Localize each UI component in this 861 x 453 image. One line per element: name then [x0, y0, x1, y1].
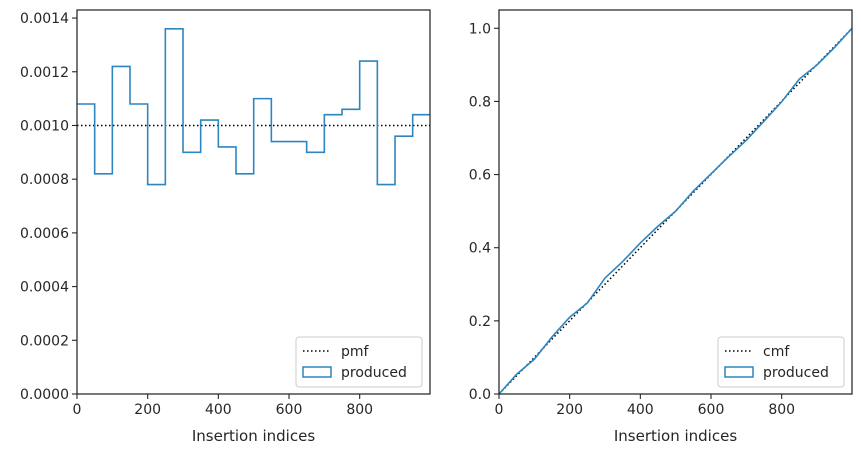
cmf-x-axis-title: Insertion indices — [614, 427, 737, 445]
pmf-y-tick-label: 0.0000 — [20, 387, 69, 403]
cmf-y-tick-label: 1.0 — [469, 21, 491, 37]
pmf-x-tick-label: 200 — [134, 402, 161, 418]
cmf-produced-line — [498, 27, 853, 395]
pmf-x-ticks: 0 200 400 600 800 — [73, 394, 373, 418]
cmf-y-tick-label: 0.6 — [469, 168, 491, 184]
cmf-panel: 0.0 0.2 0.4 0.6 0.8 1.0 0 200 400 600 800 Inserti… — [469, 9, 853, 445]
cmf-x-tick-label: 400 — [627, 402, 654, 418]
pmf-x-tick-label: 0 — [73, 402, 82, 418]
cmf-x-tick-label: 600 — [698, 402, 725, 418]
pmf-legend-pmf-label: pmf — [341, 344, 370, 360]
pmf-x-tick-label: 800 — [346, 402, 373, 418]
cmf-legend-produced-swatch — [724, 366, 754, 378]
cmf-y-tick-label: 0.8 — [469, 94, 491, 110]
pmf-legend-produced-label: produced — [341, 365, 407, 381]
cmf-y-tick-label: 0.0 — [469, 387, 491, 403]
cmf-x-tick-label: 0 — [495, 402, 504, 418]
cmf-axes-frame — [498, 9, 853, 395]
cmf-cmf-line — [498, 27, 853, 395]
pmf-y-tick-label: 0.0010 — [20, 118, 69, 134]
pmf-y-tick-label: 0.0014 — [20, 11, 69, 27]
pmf-legend-produced-swatch — [302, 366, 332, 378]
pmf-series — [77, 28, 430, 186]
pmf-y-tick-label: 0.0008 — [20, 172, 69, 188]
cmf-x-tick-label: 200 — [556, 402, 583, 418]
cmf-y-tick-label: 0.4 — [469, 241, 491, 257]
cmf-y-tick-label: 0.2 — [469, 314, 491, 330]
pmf-panel: 0.0000 0.0002 0.0004 0.0006 0.0008 0.0010 0.00… — [20, 9, 431, 445]
cmf-series — [498, 27, 853, 395]
cmf-y-ticks: 0.0 0.2 0.4 0.6 0.8 1.0 — [469, 21, 499, 403]
pmf-y-tick-label: 0.0006 — [20, 226, 69, 242]
pmf-y-tick-label: 0.0004 — [20, 280, 69, 296]
cmf-legend: cmf produced — [717, 336, 845, 388]
pmf-produced-line — [77, 28, 430, 186]
pmf-y-tick-label: 0.0012 — [20, 65, 69, 81]
cmf-x-tick-label: 800 — [768, 402, 795, 418]
pmf-legend: pmf produced — [295, 336, 423, 388]
cmf-legend-produced-label: produced — [763, 365, 829, 381]
cmf-x-ticks: 0 200 400 600 800 — [495, 394, 795, 418]
pmf-x-tick-label: 400 — [205, 402, 232, 418]
pmf-x-axis-title: Insertion indices — [192, 427, 315, 445]
pmf-y-tick-label: 0.0002 — [20, 333, 69, 349]
pmf-axes-frame — [76, 9, 431, 395]
pmf-y-ticks: 0.0000 0.0002 0.0004 0.0006 0.0008 0.0010 0.00… — [20, 11, 77, 403]
pmf-x-tick-label: 600 — [276, 402, 303, 418]
cmf-legend-cmf-label: cmf — [763, 344, 790, 360]
